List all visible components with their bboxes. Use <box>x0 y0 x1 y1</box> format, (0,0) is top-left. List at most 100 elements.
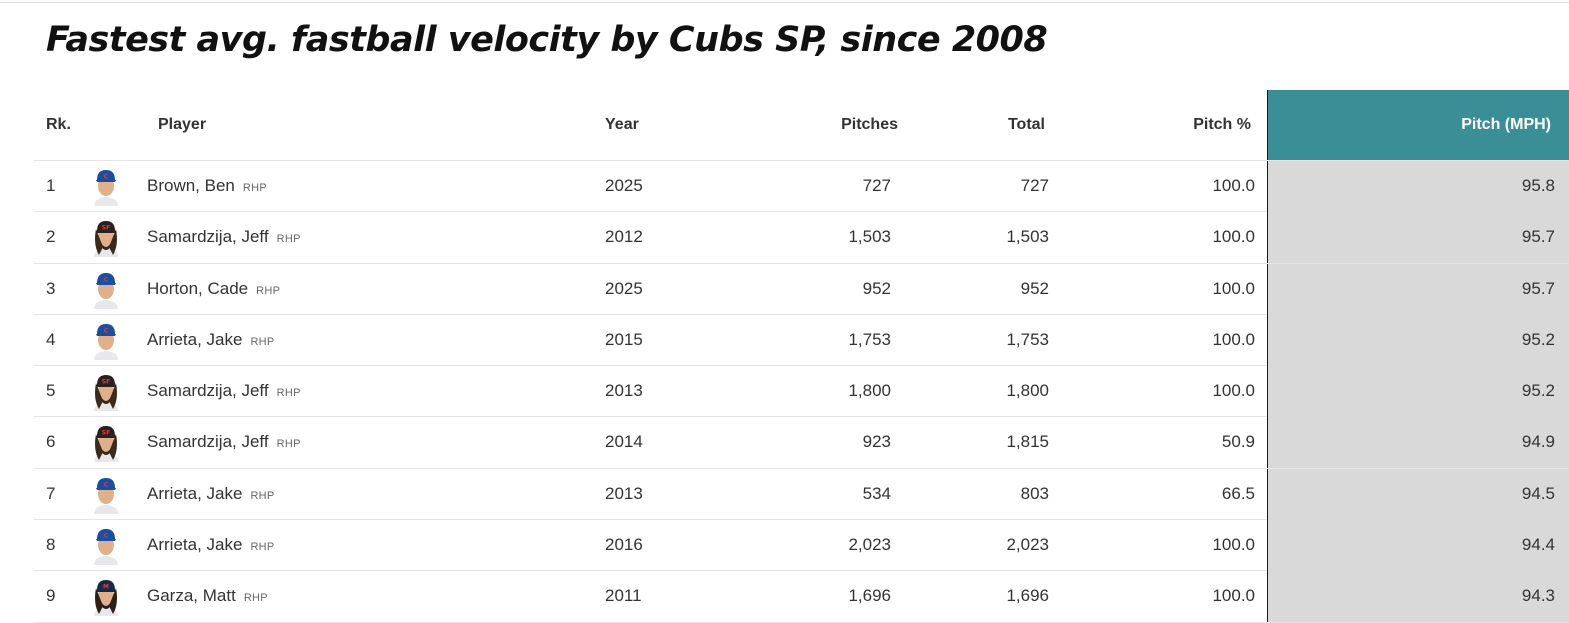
column-header-total[interactable]: Total <box>1007 116 1045 133</box>
pitch-percent-cell: 100.0 <box>1212 278 1255 298</box>
rank-cell: 6 <box>46 432 56 452</box>
pitches-cell: 534 <box>862 483 891 503</box>
svg-text:M: M <box>103 584 109 591</box>
leaderboard-table: Rk. Player Year Pitches Total Pitch % Pi… <box>34 90 1569 623</box>
throwing-hand: RHP <box>250 541 275 554</box>
player-cell: Samardzija, Jeff RHP <box>147 366 301 416</box>
table-row[interactable]: 8 C Arrieta, Jake RHP 2016 2,023 2,023 100.0 94.… <box>34 520 1569 572</box>
year-cell: 2016 <box>605 535 643 555</box>
year-cell: 2014 <box>605 432 643 452</box>
giants-player-headshot-icon: SF <box>90 422 122 463</box>
table-row[interactable]: 6 SF Samardzija, Jeff RHP 2014 923 1,815 50.9 94… <box>34 417 1569 469</box>
pitch-percent-cell: 100.0 <box>1212 176 1255 195</box>
svg-text:SF: SF <box>102 430 110 437</box>
total-cell: 1,696 <box>1006 586 1049 606</box>
player-cell: Samardzija, Jeff RHP <box>147 417 301 467</box>
player-name-link[interactable]: Samardzija, Jeff <box>147 432 269 452</box>
pitch-mph-cell: 95.2 <box>1267 314 1569 366</box>
table-row[interactable]: 2 SF Samardzija, Jeff RHP 2012 1,503 1,503 100.… <box>34 212 1569 264</box>
player-cell: Brown, Ben RHP <box>147 161 267 211</box>
table-row[interactable]: 7 C Arrieta, Jake RHP 2013 534 803 66.5 94.5 <box>34 468 1569 521</box>
page-title: Fastest avg. fastball velocity by Cubs S… <box>46 20 1048 60</box>
pitch-percent-cell: 100.0 <box>1212 535 1255 555</box>
svg-text:C: C <box>104 327 109 334</box>
pitch-percent-cell: 100.0 <box>1212 329 1255 349</box>
svg-text:C: C <box>104 276 109 283</box>
throwing-hand: RHP <box>250 335 275 348</box>
column-header-pitch-mph[interactable]: Pitch (MPH) <box>1267 90 1569 160</box>
player-name-link[interactable]: Arrieta, Jake <box>147 535 243 555</box>
table-row[interactable]: 4 C Arrieta, Jake RHP 2015 1,753 1,753 100.0 95.… <box>34 314 1569 367</box>
rank-cell: 5 <box>46 381 56 401</box>
year-cell: 2025 <box>605 278 643 298</box>
pitch-mph-cell: 95.8 <box>1267 161 1569 212</box>
top-divider <box>0 2 1569 3</box>
throwing-hand: RHP <box>242 182 268 194</box>
table-row[interactable]: 5 SF Samardzija, Jeff RHP 2013 1,800 1,800 100.… <box>34 366 1569 418</box>
rank-cell: 7 <box>46 483 56 503</box>
pitches-cell: 1,503 <box>848 227 891 247</box>
total-cell: 803 <box>1020 483 1049 503</box>
cubs-player-headshot-icon: C <box>90 525 122 566</box>
pitch-percent-cell: 100.0 <box>1212 381 1255 401</box>
player-cell: Samardzija, Jeff RHP <box>147 212 301 262</box>
pitches-cell: 1,800 <box>848 381 891 401</box>
svg-text:SF: SF <box>102 225 110 232</box>
table-row[interactable]: 1 C Brown, Ben RHP 2025 727 727 100.0 95.8 <box>34 161 1569 213</box>
total-cell: 952 <box>1020 278 1049 298</box>
column-header-pitches[interactable]: Pitches <box>841 116 898 133</box>
pitch-mph-cell: 95.2 <box>1267 366 1569 418</box>
year-cell: 2011 <box>605 586 642 606</box>
player-name-link[interactable]: Samardzija, Jeff <box>147 381 269 401</box>
column-header-player[interactable]: Player <box>158 116 207 133</box>
rank-cell: 1 <box>46 176 56 195</box>
pitch-percent-cell: 50.9 <box>1221 432 1255 452</box>
pitches-cell: 1,696 <box>848 586 891 606</box>
column-header-pitch-percent[interactable]: Pitch % <box>1193 116 1251 133</box>
player-name-link[interactable]: Brown, Ben <box>147 176 235 195</box>
pitch-mph-cell: 94.9 <box>1267 417 1569 469</box>
pitches-cell: 952 <box>862 278 891 298</box>
pitch-mph-cell: 94.4 <box>1267 520 1569 572</box>
player-name-link[interactable]: Arrieta, Jake <box>147 483 243 503</box>
player-name-link[interactable]: Garza, Matt <box>147 586 236 606</box>
table-body: 1 C Brown, Ben RHP 2025 727 727 100.0 95.8 2 SF Sam… <box>34 161 1569 623</box>
svg-text:C: C <box>104 533 109 540</box>
column-header-rank[interactable]: Rk. <box>46 116 71 133</box>
table-row[interactable]: 9 M Garza, Matt RHP 2011 1,696 1,696 100.0 94.3 <box>34 571 1569 623</box>
pitch-percent-cell: 100.0 <box>1212 586 1255 606</box>
rank-cell: 9 <box>46 586 56 606</box>
cubs-player-headshot-icon: C <box>90 269 122 309</box>
total-cell: 1,753 <box>1006 329 1049 349</box>
column-header-year[interactable]: Year <box>605 116 639 133</box>
throwing-hand: RHP <box>256 284 281 297</box>
player-name-link[interactable]: Arrieta, Jake <box>147 329 243 349</box>
throwing-hand: RHP <box>276 387 301 400</box>
svg-text:C: C <box>104 174 109 181</box>
pitch-mph-cell: 95.7 <box>1267 263 1569 315</box>
total-cell: 727 <box>1020 176 1049 195</box>
throwing-hand: RHP <box>250 489 275 502</box>
pitch-mph-cell: 94.3 <box>1267 571 1569 623</box>
rank-cell: 3 <box>46 278 56 298</box>
total-cell: 1,503 <box>1006 227 1049 247</box>
table-header: Rk. Player Year Pitches Total Pitch % Pi… <box>34 90 1569 161</box>
total-cell: 2,023 <box>1006 535 1049 555</box>
year-cell: 2013 <box>605 381 643 401</box>
giants-player-headshot-icon: SF <box>90 371 122 412</box>
player-name-link[interactable]: Samardzija, Jeff <box>147 227 269 247</box>
giants-player-headshot-icon: SF <box>90 217 122 258</box>
total-cell: 1,800 <box>1006 381 1049 401</box>
pitch-percent-cell: 100.0 <box>1212 227 1255 247</box>
pitches-cell: 2,023 <box>848 535 891 555</box>
pitch-percent-cell: 66.5 <box>1221 483 1255 503</box>
throwing-hand: RHP <box>243 592 268 605</box>
pitch-mph-cell: 94.5 <box>1267 468 1569 520</box>
player-cell: Garza, Matt RHP <box>147 571 268 621</box>
year-cell: 2012 <box>605 227 643 247</box>
player-name-link[interactable]: Horton, Cade <box>147 278 249 298</box>
total-cell: 1,815 <box>1006 432 1049 452</box>
table-row[interactable]: 3 C Horton, Cade RHP 2025 952 952 100.0 95.7 <box>34 263 1569 315</box>
player-cell: Arrieta, Jake RHP <box>147 315 275 365</box>
pitch-mph-cell: 95.7 <box>1267 212 1569 264</box>
